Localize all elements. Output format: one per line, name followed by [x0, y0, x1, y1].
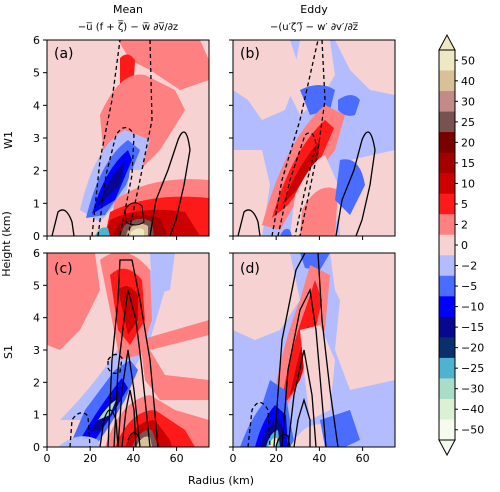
x-tick-label: 0: [44, 452, 51, 465]
x-tick-label: 60: [356, 452, 370, 465]
colorbar-tick-label: −50: [461, 424, 484, 437]
y-tick-label: 1: [33, 409, 40, 422]
colorbar-tick-label: 15: [461, 157, 475, 170]
y-tick-label: 1: [33, 197, 40, 210]
y-tick-label: 5: [33, 279, 40, 292]
y-tick-label: 5: [33, 67, 40, 80]
column-formula-eddy: −(u′ζ′)̅ − w′ ∂v′/∂z̅: [270, 22, 359, 33]
colorbar-segment: [439, 214, 455, 236]
column-formula-mean: −u̅ (f + ζ̅) − w̅ ∂v̅/∂z: [78, 20, 178, 33]
colorbar-extend-top: [438, 33, 456, 51]
colorbar-tick-label: −25: [461, 362, 484, 375]
panel-label-d: (d): [240, 261, 260, 277]
colorbar-segment: [439, 337, 455, 359]
x-tick-label: 20: [269, 452, 283, 465]
colorbar-tick-label: −40: [461, 403, 484, 416]
panel-d: (d): [232, 252, 396, 448]
colorbar-tick-label: 2: [461, 218, 468, 231]
colorbar-tick-label: −30: [461, 383, 484, 396]
colorbar-tick-label: 40: [461, 75, 475, 88]
colorbar-segment: [439, 70, 455, 92]
y-tick-label: 0: [33, 441, 40, 454]
colorbar-segment: [439, 316, 455, 338]
colorbar-tick-label: −10: [461, 301, 484, 314]
colorbar-segment: [439, 132, 455, 154]
colorbar: 50403025201510520−2−5−10−15−20−25−30−40−…: [438, 33, 484, 457]
colorbar-tick-label: 25: [461, 116, 475, 129]
colorbar-segment: [439, 357, 455, 379]
y-tick-label: 0: [33, 230, 40, 243]
colorbar-tick-label: 20: [461, 136, 475, 149]
colorbar-segment: [439, 378, 455, 400]
colorbar-tick-label: 0: [461, 239, 468, 252]
colorbar-tick-label: 10: [461, 177, 475, 190]
colorbar-tick-label: 50: [461, 54, 475, 67]
panel-label-c: (c): [54, 261, 73, 277]
y-tick-label: 6: [33, 34, 40, 47]
colorbar-tick-label: −2: [461, 260, 477, 273]
panel-c: (c): [46, 252, 210, 448]
colorbar-segment: [439, 50, 455, 72]
row-label-w1: W1: [2, 131, 15, 149]
y-tick-label: 2: [33, 165, 40, 178]
colorbar-tick-label: 5: [461, 198, 468, 211]
colorbar-tick-label: 30: [461, 95, 475, 108]
panel-label-a: (a): [54, 46, 74, 62]
colorbar-tick-label: −15: [461, 321, 484, 334]
colorbar-segment: [439, 275, 455, 297]
colorbar-segment: [439, 419, 455, 441]
y-tick-label: 4: [33, 99, 40, 112]
colorbar-segment: [439, 91, 455, 113]
colorbar-extend-bottom: [438, 439, 456, 457]
y-tick-label: 6: [33, 247, 40, 260]
y-tick-label: 2: [33, 376, 40, 389]
colorbar-segment: [439, 152, 455, 174]
x-tick-label: 60: [170, 452, 184, 465]
panel-b: (b): [232, 39, 396, 237]
x-tick-label: 0: [230, 452, 237, 465]
row-label-s1: S1: [2, 345, 15, 359]
colorbar-segment: [439, 398, 455, 420]
colorbar-segment: [439, 173, 455, 195]
colorbar-segment: [439, 111, 455, 133]
column-title-eddy: Eddy: [300, 3, 328, 16]
colorbar-segment: [439, 234, 455, 256]
x-axis-label: Radius (km): [188, 474, 254, 487]
y-tick-label: 3: [33, 344, 40, 357]
y-tick-label: 3: [33, 132, 40, 145]
colorbar-segment: [439, 296, 455, 318]
panel-a: (a): [46, 39, 210, 237]
x-tick-label: 20: [83, 452, 97, 465]
colorbar-tick-label: −5: [461, 280, 477, 293]
column-title-mean: Mean: [113, 3, 143, 16]
colorbar-segment: [439, 193, 455, 215]
colorbar-segment: [439, 255, 455, 277]
y-axis-label: Height (km): [0, 211, 13, 277]
panel-label-b: (b): [240, 46, 260, 62]
x-tick-label: 40: [312, 452, 326, 465]
x-tick-label: 40: [126, 452, 140, 465]
y-tick-label: 4: [33, 312, 40, 325]
colorbar-tick-label: −20: [461, 342, 484, 355]
